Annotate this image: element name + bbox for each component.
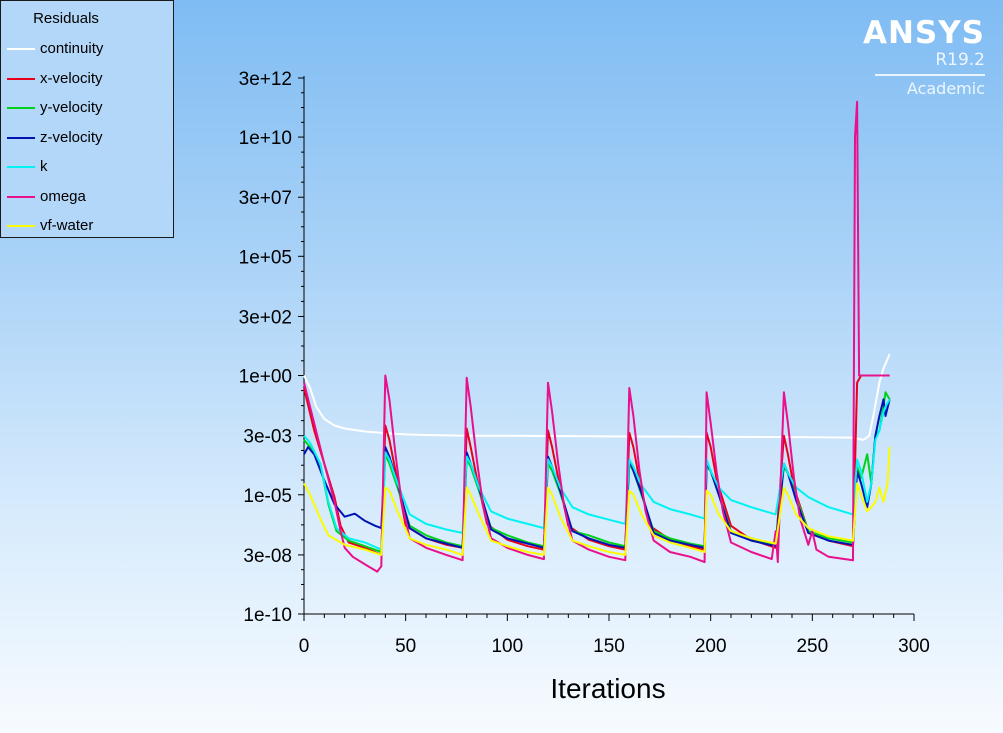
series-line-omega xyxy=(303,100,890,573)
legend-item-omega: omega xyxy=(1,187,175,207)
legend-swatch xyxy=(7,166,35,168)
y-tick-label: 3e-08 xyxy=(243,546,292,567)
legend-swatch xyxy=(7,48,35,50)
series-lines xyxy=(303,100,891,573)
y-tick-label: 1e-10 xyxy=(243,605,292,626)
legend-label: omega xyxy=(40,187,86,205)
legend-swatch xyxy=(7,225,35,227)
legend-label: k xyxy=(40,158,48,175)
y-tick-label: 1e+05 xyxy=(239,247,292,268)
legend-item-y-velocity: y-velocity xyxy=(1,98,175,118)
logo-version: R19.2 xyxy=(935,50,985,70)
logo-name: ANSYS xyxy=(862,15,985,51)
x-tick-label: 200 xyxy=(695,636,727,657)
legend-item-continuity: continuity xyxy=(1,39,175,59)
legend-swatch xyxy=(7,195,35,198)
logo-edition: Academic xyxy=(875,74,985,100)
legend-label: z-velocity xyxy=(40,128,103,146)
legend-item-z-velocity: z-velocity xyxy=(1,128,175,148)
legend-swatch xyxy=(7,107,35,109)
series-line-continuity xyxy=(303,353,891,441)
y-tick-label: 3e+12 xyxy=(239,69,292,90)
ansys-logo: ANSYS R19.2 Academic xyxy=(863,16,985,100)
x-tick-label: 50 xyxy=(395,636,416,657)
legend-item-x-velocity: x-velocity xyxy=(1,69,175,89)
legend-item-vf-water: vf-water xyxy=(1,216,175,236)
y-tick-label: 3e+02 xyxy=(239,307,292,328)
legend-swatch xyxy=(7,136,35,139)
y-tick-label: 3e-03 xyxy=(243,427,292,448)
legend-title: Residuals xyxy=(33,10,99,27)
legend: Residuals continuity x-velocity y-velocity… xyxy=(0,0,174,238)
x-tick-label: 100 xyxy=(491,636,523,657)
axes: 1e-10 3e-08 1e-05 3e-03 1e+00 3e+02 1e+05 3e+07… xyxy=(239,69,930,657)
x-axis-title: Iterations xyxy=(550,673,665,704)
x-tick-label: 0 xyxy=(299,636,310,657)
x-tick-label: 300 xyxy=(898,636,930,657)
series-line-vf-water xyxy=(303,447,891,556)
legend-label: vf-water xyxy=(40,217,94,234)
x-tick-label: 250 xyxy=(796,636,828,657)
y-tick-label: 1e-05 xyxy=(243,486,292,507)
y-tick-label: 1e+00 xyxy=(239,367,292,388)
legend-label: y-velocity xyxy=(40,99,103,116)
legend-label: x-velocity xyxy=(40,69,103,87)
x-tick-label: 150 xyxy=(593,636,625,657)
legend-item-k: k xyxy=(1,157,175,177)
legend-label: continuity xyxy=(40,40,104,57)
y-tick-label: 3e+07 xyxy=(239,188,292,209)
legend-swatch xyxy=(7,77,35,80)
y-tick-label: 1e+10 xyxy=(239,128,292,149)
